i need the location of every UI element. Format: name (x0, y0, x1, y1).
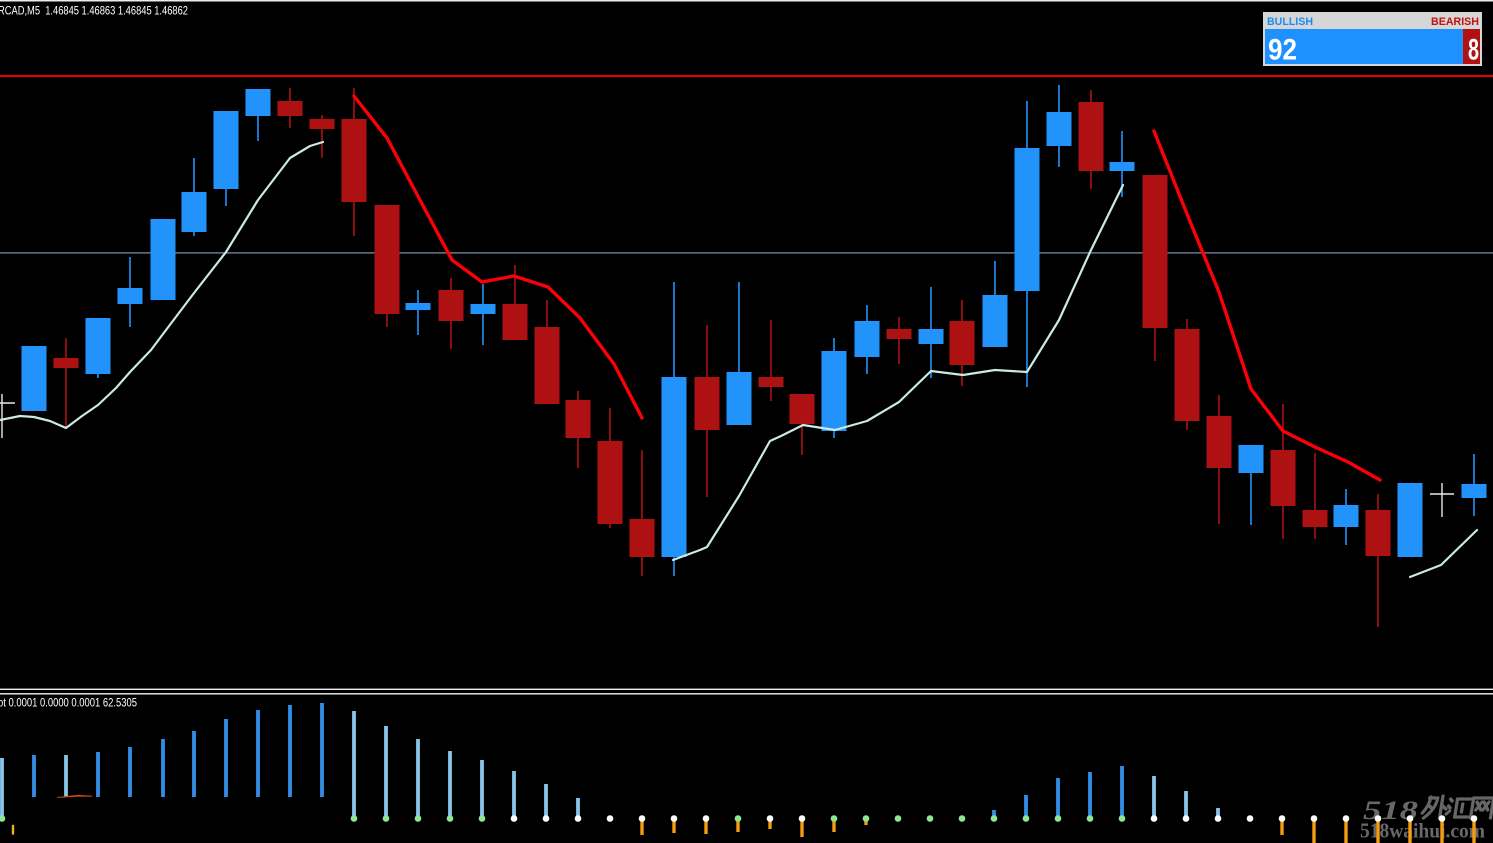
svg-text:RCAD,M5 1.46845 1.46863 1.468: RCAD,M5 1.46845 1.46863 1.46845 1.46862 (0, 6, 188, 18)
svg-text:8: 8 (1468, 34, 1479, 67)
svg-text:518waihui.com: 518waihui.com (1360, 819, 1485, 843)
svg-text:92: 92 (1268, 34, 1297, 67)
svg-text:BEARISH: BEARISH (1431, 16, 1479, 28)
svg-text:BULLISH: BULLISH (1267, 16, 1313, 28)
svg-text:ot 0.0001 0.0000 0.0001 62.530: ot 0.0001 0.0000 0.0001 62.5305 (0, 698, 137, 710)
